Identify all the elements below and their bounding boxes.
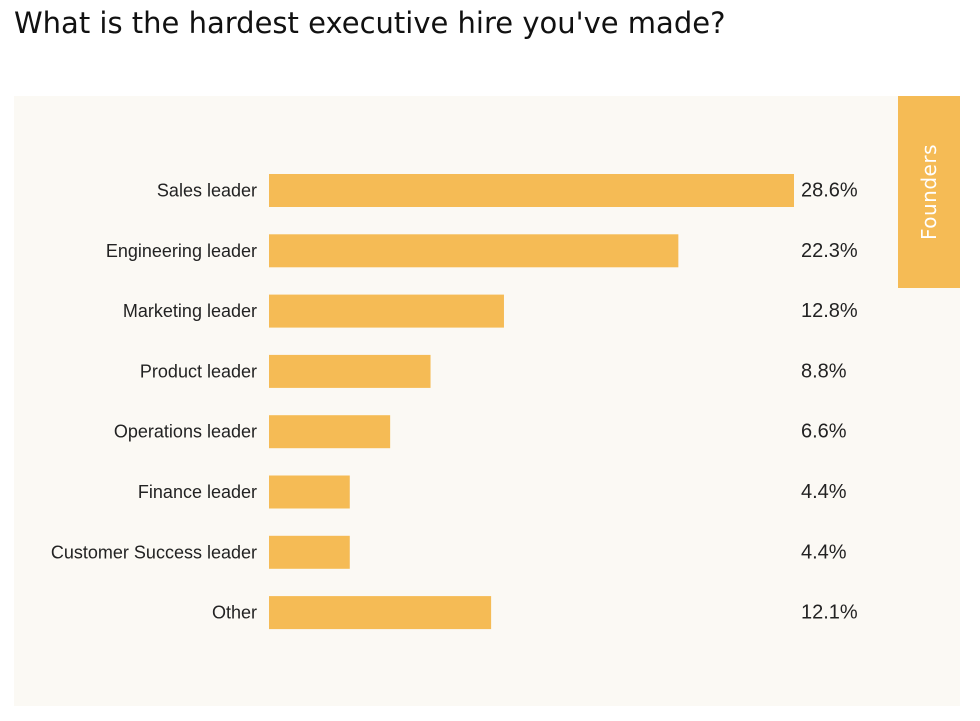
category-label-4: Operations leader	[114, 422, 257, 442]
bar-3	[269, 354, 431, 388]
category-label-7: Other	[212, 603, 257, 623]
category-label-2: Marketing leader	[123, 301, 257, 321]
bar-0	[269, 174, 794, 207]
category-label-0: Sales leader	[157, 181, 257, 201]
bar-4	[269, 415, 391, 449]
bar-7	[269, 596, 492, 630]
value-label-3: 8.8%	[801, 360, 847, 382]
bar-2	[269, 294, 504, 328]
value-label-7: 12.1%	[801, 602, 858, 624]
category-label-5: Finance leader	[138, 482, 257, 502]
category-label-6: Customer Success leader	[51, 542, 257, 562]
value-label-1: 22.3%	[801, 240, 858, 262]
founders-tab[interactable]: Founders	[898, 96, 960, 288]
value-label-0: 28.6%	[801, 180, 858, 202]
value-label-4: 6.6%	[801, 421, 847, 443]
value-label-6: 4.4%	[801, 541, 847, 563]
category-label-1: Engineering leader	[106, 241, 257, 261]
chart-title: What is the hardest executive hire you'v…	[14, 6, 726, 40]
value-label-2: 12.8%	[801, 300, 858, 322]
bar-5	[269, 475, 350, 509]
category-label-3: Product leader	[140, 361, 257, 381]
value-label-5: 4.4%	[801, 481, 847, 503]
bar-6	[269, 535, 350, 569]
bar-1	[269, 234, 679, 268]
